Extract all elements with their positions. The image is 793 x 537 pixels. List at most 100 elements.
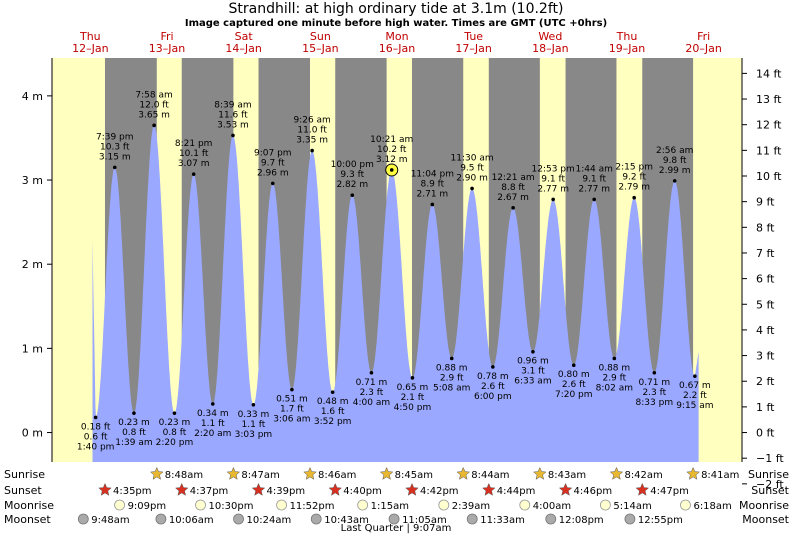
right-tick-label: 11 ft bbox=[756, 144, 782, 157]
right-tick-label: 1 ft bbox=[756, 401, 775, 414]
tide-level-area bbox=[92, 125, 699, 463]
day-date-label: 14–Jan bbox=[225, 42, 261, 55]
extreme-point bbox=[172, 411, 177, 415]
moonset-time: 10:43am bbox=[324, 515, 369, 526]
moonset-row-label-right: Moonset bbox=[742, 513, 789, 526]
high-ft-label: 9.5 ft bbox=[460, 163, 484, 173]
high-ft-label: 9.1 ft bbox=[541, 174, 565, 184]
extreme-point bbox=[93, 415, 98, 420]
low-ft-label: 0.8 ft bbox=[122, 428, 146, 438]
low-time-label: 8:02 am bbox=[596, 383, 633, 393]
high-m-label: 3.07 m bbox=[178, 159, 210, 169]
low-time-label: 2:20 am bbox=[194, 429, 231, 439]
moonset-icon bbox=[310, 513, 322, 525]
moonset-time: 10:06am bbox=[169, 515, 214, 526]
extreme-point bbox=[410, 376, 415, 380]
low-ft-label: 2.1 ft bbox=[401, 393, 425, 403]
low-m-label: 0.80 m bbox=[558, 370, 590, 380]
low-m-label: 0.78 m bbox=[477, 372, 509, 382]
moonrise-icon bbox=[680, 499, 691, 511]
sunset-star-icon bbox=[405, 482, 419, 496]
high-m-label: 2.96 m bbox=[257, 168, 289, 178]
low-m-label: 0.71 m bbox=[356, 378, 388, 388]
moonrise-time: 6:18am bbox=[693, 501, 731, 512]
high-m-label: 3.15 m bbox=[99, 152, 131, 162]
moonrise-time: 5:14am bbox=[613, 501, 651, 512]
day-date-label: 18–Jan bbox=[532, 42, 568, 55]
tide-area bbox=[92, 125, 699, 463]
low-ft-label: 0.6 ft bbox=[84, 432, 108, 442]
extreme-point bbox=[531, 349, 535, 354]
high-m-label: 2.71 m bbox=[417, 189, 449, 199]
low-time-label: 6:00 pm bbox=[474, 392, 512, 402]
high-time-label: 12:53 pm bbox=[532, 164, 575, 174]
day-date-label: 20–Jan bbox=[685, 42, 721, 55]
low-ft-label: 2.6 ft bbox=[562, 380, 586, 390]
day-date-label: 15–Jan bbox=[302, 42, 338, 55]
high-ft-label: 8.8 ft bbox=[501, 183, 525, 193]
left-tick-label: 2 m bbox=[22, 258, 43, 271]
moonrise-icon bbox=[114, 499, 125, 511]
low-time-label: 4:50 pm bbox=[394, 403, 432, 413]
low-time-label: 3:06 am bbox=[273, 415, 310, 425]
low-time-label: 2:20 pm bbox=[156, 438, 194, 448]
high-m-label: 2.99 m bbox=[659, 166, 691, 176]
low-ft-label: 2.6 ft bbox=[481, 382, 505, 392]
sunset-star-icon bbox=[174, 482, 189, 496]
high-ft-label: 9.1 ft bbox=[582, 174, 606, 184]
sunrise-star-icon bbox=[379, 466, 394, 480]
day-date-label: 16–Jan bbox=[379, 42, 415, 55]
moonrise-time: 1:15am bbox=[371, 501, 409, 512]
day-name-label: Thu bbox=[79, 30, 101, 43]
moonrise-time: 11:52pm bbox=[290, 501, 335, 512]
low-m-label: 0.33 m bbox=[238, 410, 270, 420]
sunrise-time: 8:47am bbox=[241, 470, 279, 481]
low-m-label: 0.23 m bbox=[118, 418, 150, 428]
right-tick-label: 6 ft bbox=[756, 273, 775, 286]
moonrise-time: 9:09pm bbox=[128, 501, 167, 512]
extreme-point bbox=[231, 133, 235, 138]
low-time-label: 4:00 am bbox=[353, 398, 390, 408]
sunset-time: 4:39pm bbox=[267, 486, 306, 497]
extreme-point bbox=[112, 165, 117, 170]
sunrise-star-icon bbox=[149, 466, 164, 480]
sunset-star-icon bbox=[328, 482, 343, 496]
moonset-row-label-left: Moonset bbox=[4, 513, 51, 526]
high-time-label: 8:39 am bbox=[214, 100, 251, 110]
moonrise-row-label-right: Moonrise bbox=[739, 499, 789, 512]
right-tick-label: −1 ft bbox=[756, 452, 784, 465]
low-ft-label: 1.1 ft bbox=[201, 419, 225, 429]
high-time-label: 1:44 am bbox=[576, 164, 613, 174]
low-ft-label: 3.1 ft bbox=[521, 367, 545, 377]
sunset-star-icon bbox=[251, 482, 266, 496]
extreme-point bbox=[470, 186, 474, 191]
sunset-star-icon bbox=[635, 482, 650, 496]
extreme-point bbox=[270, 181, 275, 186]
sunset-time: 4:37pm bbox=[190, 486, 229, 497]
low-m-label: 0.88 m bbox=[436, 363, 468, 373]
moonrise-icon bbox=[599, 499, 611, 511]
low-ft-label: 2.3 ft bbox=[642, 388, 666, 398]
high-ft-label: 9.8 ft bbox=[663, 156, 687, 166]
moonset-icon bbox=[466, 513, 478, 525]
sunset-star-icon bbox=[481, 482, 496, 496]
extreme-point bbox=[693, 374, 697, 378]
sunrise-star-icon bbox=[303, 466, 317, 480]
high-ft-label: 9.7 ft bbox=[261, 158, 285, 168]
low-time-label: 7:20 pm bbox=[555, 390, 593, 400]
extreme-point bbox=[290, 387, 294, 392]
low-m-label: 0.65 m bbox=[397, 383, 429, 393]
low-ft-label: 2.9 ft bbox=[602, 373, 626, 383]
low-m-label: 0.96 m bbox=[517, 357, 549, 367]
moonrise-time: 4:00am bbox=[533, 501, 571, 512]
left-tick-label: 0 m bbox=[22, 427, 43, 440]
extreme-point bbox=[369, 370, 374, 375]
extreme-point bbox=[592, 197, 597, 202]
sunset-row-label-right: Sunset bbox=[751, 484, 789, 497]
low-time-label: 6:33 am bbox=[514, 377, 551, 387]
low-m-label: 0.71 m bbox=[638, 378, 670, 388]
extreme-point bbox=[210, 402, 215, 406]
right-tick-label: 0 ft bbox=[756, 427, 775, 440]
